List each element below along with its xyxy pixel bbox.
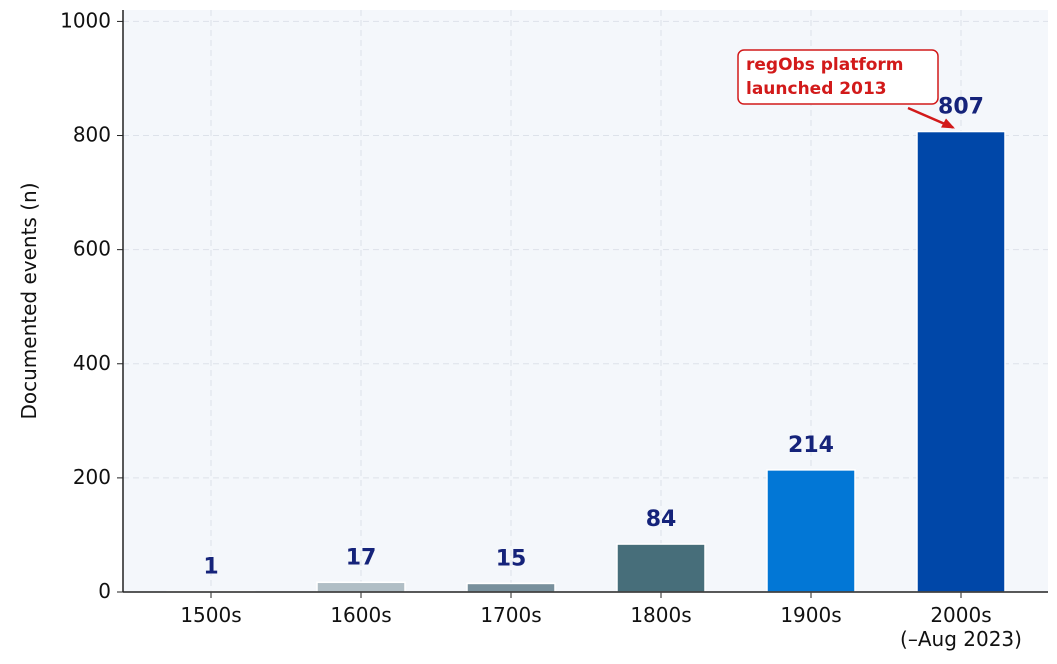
value-label: 15 (496, 546, 527, 571)
value-label: 17 (346, 545, 377, 570)
arrow-head (941, 118, 955, 129)
y-tick-label: 800 (73, 122, 111, 146)
annotation: regObs platform launched 2013 (746, 55, 904, 99)
value-label: 84 (646, 507, 677, 532)
y-tick-label: 0 (98, 579, 111, 603)
x-tick-label: 1900s (780, 603, 841, 627)
plot-area (123, 10, 1048, 592)
value-label: 214 (788, 433, 834, 458)
value-label: 807 (938, 95, 984, 120)
bar (316, 581, 406, 593)
value-label: 1 (203, 554, 218, 579)
bar (466, 582, 556, 593)
y-tick-label: 200 (73, 464, 111, 488)
x-tick-label: 1800s (630, 603, 691, 627)
y-tick-label: 400 (73, 350, 111, 374)
x-tick-label: 1500s (180, 603, 241, 627)
annotation-box (737, 49, 939, 105)
x-tick-label: 1600s (330, 603, 391, 627)
y-tick-label: 600 (73, 236, 111, 260)
x-tick-label: 1700s (480, 603, 541, 627)
bar (916, 130, 1006, 593)
x-tick-label: 2000s (–Aug 2023) (900, 603, 1022, 651)
bar (616, 543, 706, 593)
y-axis-label: Documented events (n) (17, 183, 41, 420)
bar (766, 469, 856, 593)
y-tick-label: 1000 (60, 8, 111, 32)
